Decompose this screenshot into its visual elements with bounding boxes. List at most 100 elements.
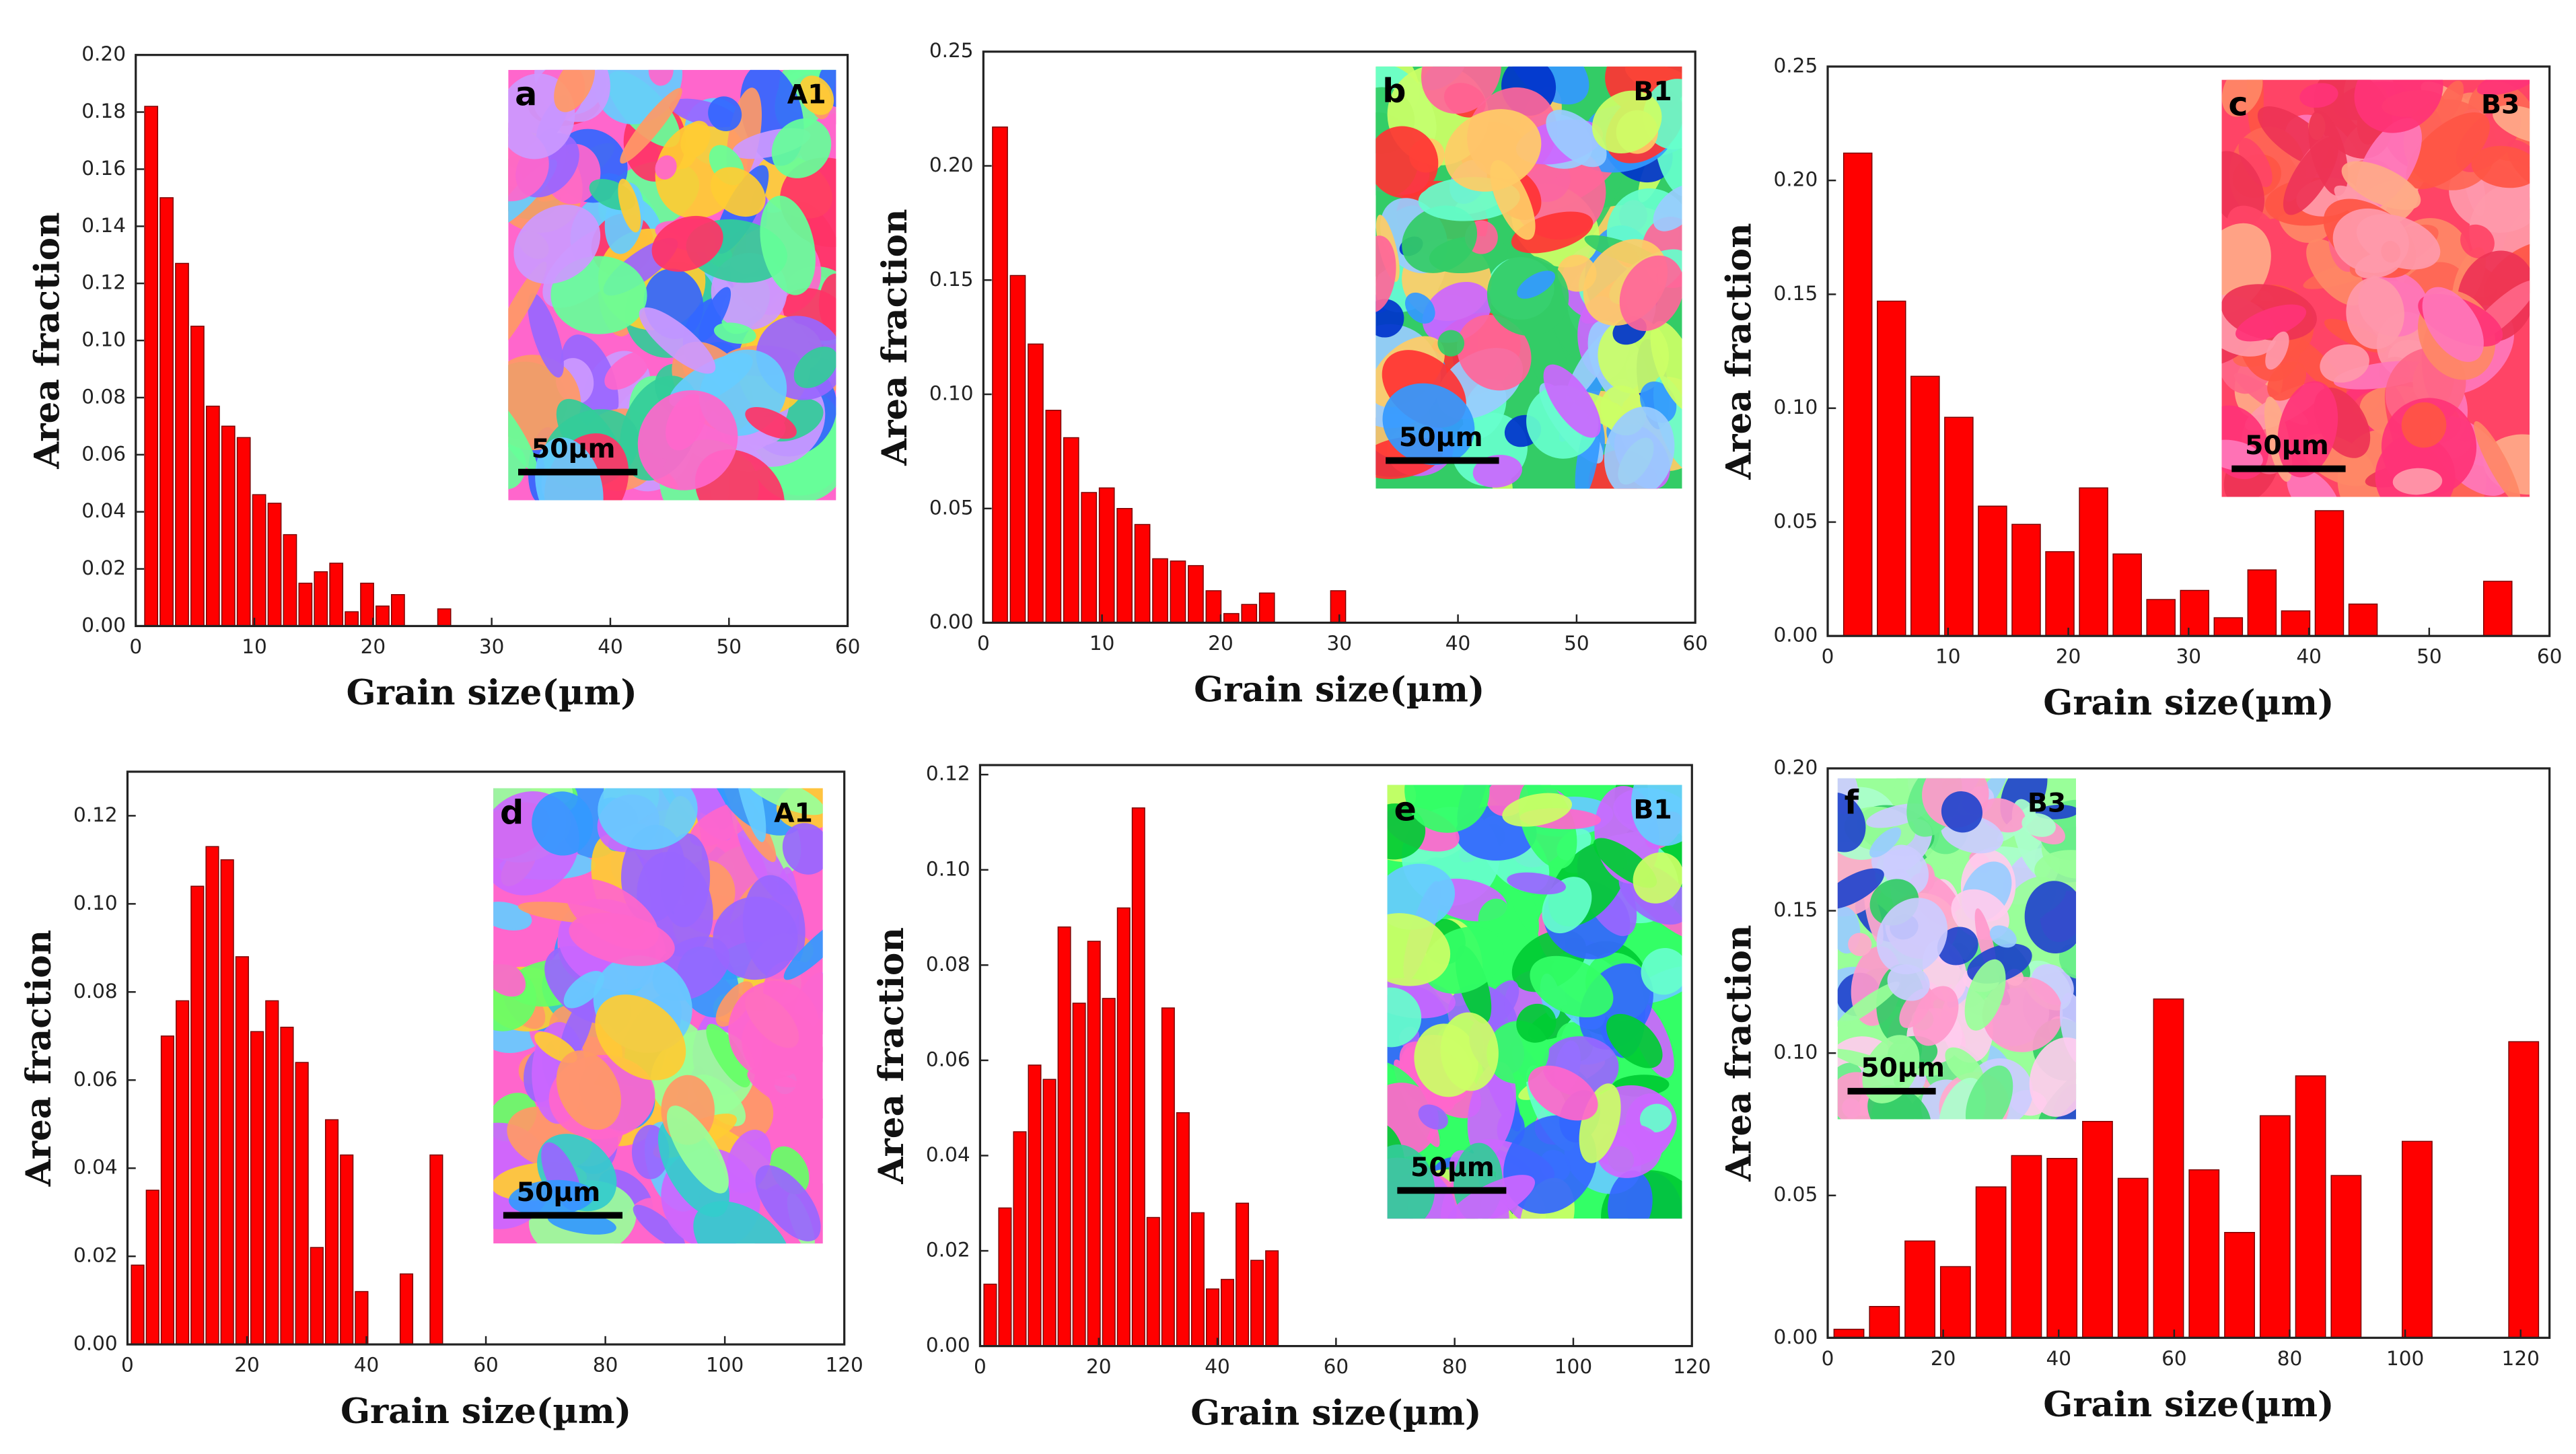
x-tick-label: 100 [1554, 1355, 1592, 1378]
inset-grain [1837, 868, 1884, 910]
y-tick-label: 0.05 [929, 496, 974, 519]
x-tick-label: 40 [1205, 1355, 1230, 1378]
y-tick-label: 0.04 [926, 1143, 970, 1166]
inset-grain [1608, 1170, 1653, 1219]
inset-grain [1447, 1175, 1536, 1219]
y-tick-label: 0.12 [73, 803, 118, 826]
inset-grain [680, 120, 711, 158]
y-tick-label: 0.12 [81, 271, 126, 294]
inset-image [2221, 79, 2530, 497]
bar [1013, 1131, 1027, 1347]
inset-grain [2277, 381, 2338, 478]
x-axis-label: Grain size(µm) [2043, 682, 2334, 723]
inset-grain [637, 390, 738, 490]
panel: 0 10 20 30 40 50 60 0.00 0.05 0.10 0.15 0.20 0.25 Gra… [874, 39, 1708, 710]
inset-grain [2029, 1037, 2077, 1117]
inset-grain [1989, 925, 2017, 948]
inset-grain [1941, 791, 1983, 833]
x-tick-label: 120 [1673, 1355, 1711, 1378]
bar [1161, 1007, 1175, 1347]
inset-grain [2308, 110, 2349, 196]
x-axis-label: Grain size(µm) [341, 1391, 631, 1432]
inset-grain [1387, 913, 1451, 986]
bar [1842, 152, 1873, 637]
inset-grain [1478, 898, 1510, 935]
bar [1170, 560, 1186, 624]
x-axis-label: Grain size(µm) [2043, 1384, 2334, 1425]
x-axis-label: Grain size(µm) [347, 672, 637, 713]
x-tick-label: 30 [1326, 632, 1352, 655]
bar [2314, 510, 2345, 637]
bar [1975, 1186, 2007, 1339]
y-tick-label: 0.08 [926, 953, 970, 976]
x-tick-label: 120 [2502, 1347, 2540, 1370]
inset-image [1837, 778, 2077, 1120]
x-tick-label: 10 [1935, 645, 1961, 668]
x-tick-label: 0 [977, 632, 990, 655]
x-tick-label: 20 [1931, 1347, 1956, 1370]
bar [1190, 1212, 1205, 1347]
bar [235, 956, 249, 1345]
bar [1188, 565, 1204, 624]
inset-grain [1530, 955, 1614, 1018]
bar [2112, 553, 2142, 637]
bar [2224, 1231, 2255, 1339]
inset-grain [2392, 468, 2443, 495]
bar [1330, 590, 1347, 624]
bar [1063, 437, 1079, 624]
bar [1072, 1003, 1086, 1347]
bar [983, 1283, 997, 1347]
inset-grain [639, 307, 716, 374]
inset-grain [1965, 1065, 2013, 1120]
bar [1028, 1064, 1042, 1347]
bar [360, 583, 374, 627]
bar [250, 1031, 264, 1345]
bar [1087, 941, 1101, 1347]
inset-grain [2406, 112, 2490, 190]
bar [1258, 592, 1275, 624]
bar [391, 594, 405, 627]
bar [1205, 1288, 1219, 1347]
inset-image [508, 69, 836, 501]
bar [1223, 613, 1240, 624]
bar [145, 1190, 159, 1345]
bar [1876, 300, 1906, 637]
inset-grain [1387, 1144, 1435, 1219]
x-tick-label: 20 [361, 635, 386, 658]
inset-grain [1643, 79, 1682, 150]
y-tick-label: 0.00 [81, 614, 126, 637]
x-tick-label: 60 [1682, 632, 1708, 655]
inset-grain [1402, 205, 1478, 273]
inset-grain [783, 916, 823, 980]
y-axis-label: Area fraction [26, 212, 67, 469]
bar [2046, 1157, 2078, 1339]
inset-grain [1619, 255, 1682, 331]
bar [1205, 590, 1222, 624]
bar [2483, 581, 2513, 637]
inset-grain [554, 69, 596, 112]
bar [345, 611, 359, 627]
x-tick-label: 40 [2296, 645, 2322, 668]
inset-grain [2221, 439, 2263, 472]
inset-grain [1964, 959, 2006, 1031]
bar [221, 425, 236, 627]
scale-bar-label: 50µm [1410, 1152, 1495, 1183]
y-tick-label: 0.20 [1774, 168, 1818, 191]
bar [2082, 1120, 2113, 1339]
bar [1009, 275, 1026, 624]
x-tick-label: 40 [598, 635, 623, 658]
bar [1098, 487, 1115, 624]
inset-grain [1837, 981, 1900, 1027]
inset-grain [1876, 898, 1948, 974]
panel-letter: d [500, 793, 524, 832]
bar [1134, 523, 1151, 624]
bar [2045, 551, 2075, 637]
inset-grain [493, 902, 532, 931]
bar [1131, 807, 1145, 1347]
inset-grain [1862, 1035, 1920, 1103]
x-tick-label: 20 [1208, 632, 1233, 655]
inset-grain [1591, 90, 1662, 153]
x-tick-label: 60 [2161, 1347, 2187, 1370]
inset-grain [1517, 270, 1556, 299]
bar [190, 885, 205, 1345]
